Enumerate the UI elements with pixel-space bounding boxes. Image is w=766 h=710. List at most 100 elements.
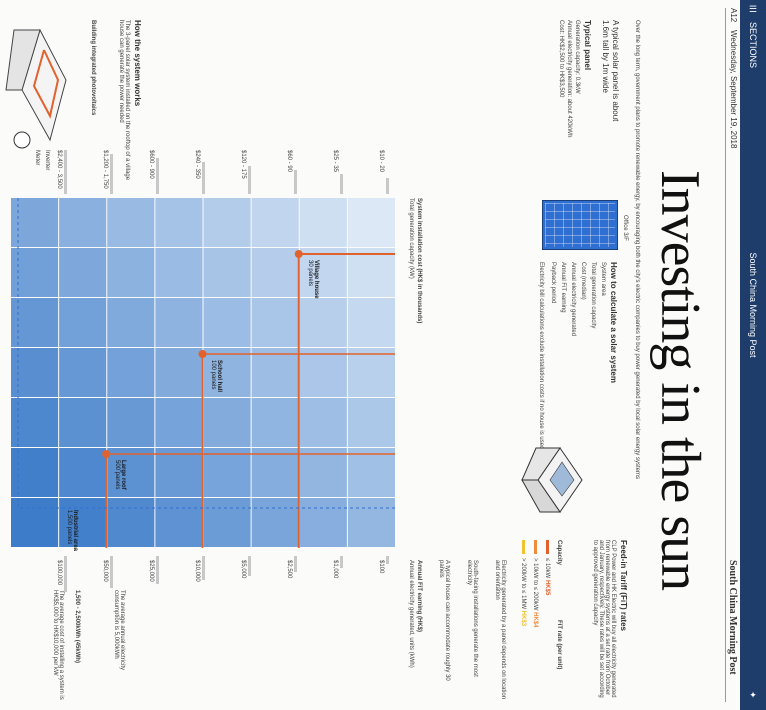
fit-tier-rate: HK$3 bbox=[520, 609, 526, 627]
fit-tier-swatch bbox=[522, 540, 526, 554]
fit-tier-range: > 200kW to ≤ 1MW bbox=[520, 558, 526, 610]
grid-cell bbox=[299, 248, 347, 297]
right-axis-sublabel: Annual electricity generated, units (kWh… bbox=[408, 560, 414, 668]
grid-cell bbox=[299, 348, 347, 397]
fit-scale-bar bbox=[294, 556, 297, 572]
systems-subheading: Building integrated photovoltaics bbox=[90, 20, 96, 116]
example-marker bbox=[294, 250, 303, 258]
grid-cell bbox=[203, 348, 251, 397]
fit-heading: Feed-in Tariff (FiT) rates bbox=[619, 540, 628, 631]
fit-rate-label: FiT rate (per unit) bbox=[556, 620, 562, 670]
sections-button[interactable]: SECTIONS bbox=[748, 21, 758, 68]
grid-cell bbox=[203, 198, 251, 247]
left-axis-label: System installation cost (HK$ in thousan… bbox=[416, 198, 422, 324]
inverter-label: Inverter bbox=[44, 150, 50, 171]
fit-tier-range: ≤ 10kW bbox=[544, 558, 550, 579]
example-area: 30 panels bbox=[306, 260, 313, 287]
headline: Investing in the sun bbox=[649, 170, 711, 591]
fit-capacity-label: Capacity bbox=[556, 540, 562, 566]
newspaper-page: A12 Wednesday, September 19, 2018 South … bbox=[5, 8, 738, 702]
fit-tier: ≤ 10kW HK$5 bbox=[544, 540, 550, 595]
systems-heading: How the system works bbox=[133, 20, 142, 107]
fit-tier-rate: HK$5 bbox=[544, 578, 550, 596]
fit-tier-range: > 10kW to ≤ 200kW bbox=[532, 558, 538, 611]
meter-label: Meter bbox=[34, 150, 40, 166]
grid-cell bbox=[59, 498, 107, 547]
fit-scale-bar bbox=[202, 556, 205, 580]
solar-panel-illustration bbox=[542, 200, 618, 250]
typical-panel-heading: Typical panel bbox=[583, 20, 592, 71]
bottom-note-mid: 1,500 - 2,500kWh (45kWh) bbox=[74, 590, 80, 664]
left-tick-label: $10 - 20 bbox=[378, 150, 384, 173]
right-tick-label: $50,000 bbox=[102, 560, 108, 582]
grid-cell bbox=[59, 398, 107, 447]
example-marker bbox=[198, 350, 207, 358]
example-name: Industrial area bbox=[72, 510, 79, 552]
fit-scale-bar bbox=[156, 556, 159, 584]
grid-cell bbox=[251, 448, 299, 497]
grid-cell bbox=[299, 398, 347, 447]
page-date: Wednesday, September 19, 2018 bbox=[729, 30, 738, 149]
paper-name: South China Morning Post bbox=[727, 560, 738, 675]
right-axis-label: Annual FiT earning (HK$) bbox=[416, 560, 422, 632]
example-label: School hall 100 panels bbox=[211, 360, 223, 392]
grid-cell bbox=[59, 298, 107, 347]
example-area: 100 panels bbox=[210, 360, 217, 390]
grid-cell bbox=[251, 298, 299, 347]
grid-cell bbox=[203, 248, 251, 297]
grid-cell bbox=[155, 298, 203, 347]
fit-tier-swatch bbox=[534, 540, 538, 554]
grid-cell bbox=[107, 248, 155, 297]
panel-capacity: Generation capacity: 0.3kW bbox=[574, 20, 580, 94]
cost-scale-bar bbox=[386, 178, 389, 194]
twitter-icon[interactable]: ✦ bbox=[749, 690, 757, 700]
grid-cell bbox=[107, 198, 155, 247]
grid-cell bbox=[155, 248, 203, 297]
bottom-note-right: The average cost of installing a system … bbox=[52, 590, 64, 700]
grid-cell bbox=[107, 448, 155, 497]
grid-cell bbox=[11, 198, 59, 247]
grid-cell bbox=[299, 298, 347, 347]
left-tick-label: $240 - 350 bbox=[194, 150, 200, 179]
house-illustration bbox=[521, 447, 583, 513]
right-tick-label: $100,000 bbox=[56, 560, 62, 586]
grid-cell bbox=[347, 298, 395, 347]
grid-cell bbox=[107, 398, 155, 447]
grid-cell bbox=[155, 398, 203, 447]
calc-col-payback: Payback period bbox=[550, 262, 556, 304]
left-tick-label: $25 - 35 bbox=[332, 150, 338, 173]
grid-cell bbox=[155, 198, 203, 247]
left-axis-sublabel: Total generation capacity (kW) bbox=[408, 198, 414, 279]
calc-heading: How to calculate a solar system bbox=[609, 262, 618, 383]
grid-cell bbox=[11, 398, 59, 447]
cost-scale-bar bbox=[202, 162, 205, 194]
cost-scale-bar bbox=[156, 158, 159, 194]
grid-cell bbox=[107, 348, 155, 397]
grid-cell bbox=[155, 448, 203, 497]
right-tick-label: $5,000 bbox=[240, 560, 246, 579]
panel-cost: Cost: HK$2,500 to HK$3,500 bbox=[558, 20, 564, 98]
grid-cell bbox=[11, 298, 59, 347]
cost-scale-bar bbox=[248, 166, 251, 194]
grid-cell bbox=[251, 248, 299, 297]
example-area: 500 panels bbox=[114, 460, 121, 490]
office-label: Office 3/F bbox=[622, 215, 628, 241]
grid-cell bbox=[203, 298, 251, 347]
hamburger-icon[interactable]: ☰ bbox=[748, 4, 758, 14]
grid-cell bbox=[251, 498, 299, 547]
cost-scale-bar bbox=[110, 154, 113, 194]
bottom-note-left: The average annual electricity consumpti… bbox=[113, 590, 125, 671]
example-name: School hall bbox=[216, 360, 223, 393]
grid-cell bbox=[11, 348, 59, 397]
calc-col-capacity: Total generation capacity bbox=[590, 262, 596, 329]
fit-scale-bar bbox=[110, 556, 113, 588]
fit-tier: > 10kW to ≤ 200kW HK$4 bbox=[532, 540, 538, 628]
systems-body: The 3-panel solar system installed on th… bbox=[118, 20, 130, 181]
standfirst: Over the long term, government plans to … bbox=[634, 20, 640, 479]
grid-cell bbox=[299, 198, 347, 247]
cost-scale-bar bbox=[294, 170, 297, 194]
building-illustration bbox=[5, 28, 67, 149]
side-note-c: A typical house can accommodate roughly … bbox=[438, 560, 450, 681]
left-tick-label: $120 - 175 bbox=[240, 150, 246, 179]
